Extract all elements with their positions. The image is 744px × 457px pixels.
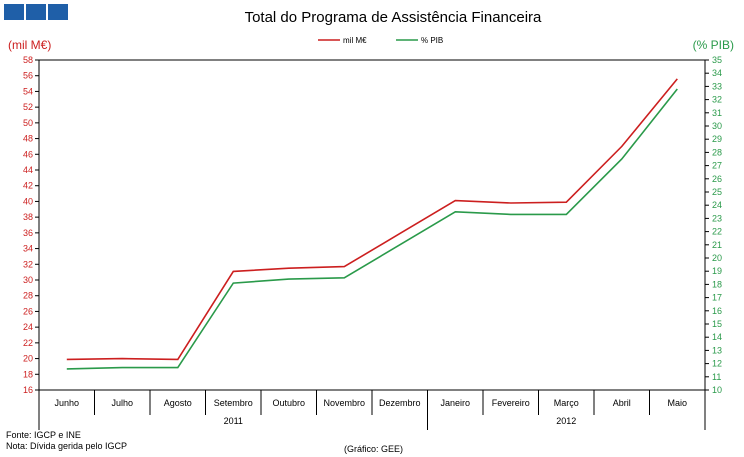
x-tick-label: Maio — [667, 398, 687, 408]
footer-note: Nota: Dívida gerida pelo IGCP — [6, 441, 128, 451]
right-axis-tick-label: 19 — [712, 266, 722, 276]
left-axis-tick-label: 32 — [23, 259, 33, 269]
right-axis-tick-label: 26 — [712, 174, 722, 184]
x-tick-label: Agosto — [164, 398, 192, 408]
x-tick-label: Fevereiro — [492, 398, 530, 408]
left-axis-tick-label: 20 — [23, 354, 33, 364]
right-axis-tick-label: 33 — [712, 81, 722, 91]
left-axis-tick-label: 56 — [23, 71, 33, 81]
left-axis-tick-label: 52 — [23, 102, 33, 112]
left-axis-tick-label: 50 — [23, 118, 33, 128]
right-axis-tick-label: 17 — [712, 293, 722, 303]
x-tick-label: Novembro — [323, 398, 365, 408]
series-line-pib — [66, 88, 678, 370]
x-tick-label: Abril — [613, 398, 631, 408]
right-axis-tick-label: 12 — [712, 359, 722, 369]
left-axis-tick-label: 44 — [23, 165, 33, 175]
series-line-mil-eur — [66, 78, 678, 361]
right-axis-tick-label: 24 — [712, 200, 722, 210]
left-axis-tick-label: 22 — [23, 338, 33, 348]
right-axis-tick-label: 23 — [712, 213, 722, 223]
left-axis-tick-label: 28 — [23, 291, 33, 301]
right-axis-tick-label: 30 — [712, 121, 722, 131]
right-axis-tick-label: 21 — [712, 240, 722, 250]
logo-block-2 — [26, 4, 46, 20]
left-axis-tick-label: 24 — [23, 322, 33, 332]
plot-frame — [38, 59, 706, 391]
left-axis-tick-label: 18 — [23, 369, 33, 379]
legend: mil M€ % PIB — [318, 36, 443, 45]
x-tick-label: Março — [554, 398, 579, 408]
x-tick-label: Junho — [54, 398, 79, 408]
footer-source: Fonte: IGCP e INE — [6, 430, 81, 440]
left-axis-tick-label: 46 — [23, 149, 33, 159]
right-axis-tick-label: 11 — [712, 372, 721, 382]
right-axis-tick-label: 34 — [712, 68, 722, 78]
left-axis-tick-label: 30 — [23, 275, 33, 285]
x-tick-label: Dezembro — [379, 398, 421, 408]
year-label: 2011 — [224, 416, 243, 426]
right-axis-tick-label: 28 — [712, 147, 722, 157]
right-axis-tick-label: 32 — [712, 95, 722, 105]
x-tick-label: Janeiro — [440, 398, 470, 408]
logo-block-1 — [4, 4, 24, 20]
right-axis-tick-label: 35 — [712, 55, 722, 65]
right-axis-tick-label: 16 — [712, 306, 722, 316]
left-axis-tick-label: 34 — [23, 244, 33, 254]
right-axis-tick-label: 15 — [712, 319, 722, 329]
legend-label-pib: % PIB — [421, 36, 443, 45]
right-axis-tick-label: 14 — [712, 332, 722, 342]
right-axis-tick-label: 29 — [712, 134, 722, 144]
right-axis-tick-label: 22 — [712, 227, 722, 237]
left-axis-tick-label: 48 — [23, 134, 33, 144]
legend-label-mil-eur: mil M€ — [343, 36, 367, 45]
left-axis-tick-label: 16 — [23, 385, 33, 395]
left-axis-tick-label: 58 — [23, 55, 33, 65]
right-axis-tick-label: 18 — [712, 279, 722, 289]
plot-area: 16 18 20 22 24 26 28 30 32 34 36 38 40 42 44 46 48 50 52 54… — [23, 55, 722, 430]
right-axis-tick-label: 13 — [712, 345, 722, 355]
left-axis-tick-label: 36 — [23, 228, 33, 238]
right-axis-tick-label: 25 — [712, 187, 722, 197]
x-tick-label: Outubro — [272, 398, 305, 408]
x-tick-label: Setembro — [214, 398, 253, 408]
left-axis-tick-label: 26 — [23, 306, 33, 316]
footer-credit: (Gráfico: GEE) — [344, 444, 404, 454]
right-axis-tick-label: 10 — [712, 385, 722, 395]
right-axis-label: (% PIB) — [693, 38, 734, 52]
chart-title: Total do Programa de Assistência Finance… — [245, 9, 542, 26]
left-axis-tick-label: 38 — [23, 212, 33, 222]
left-axis-tick-label: 40 — [23, 196, 33, 206]
left-axis-tick-label: 54 — [23, 86, 33, 96]
year-label: 2012 — [556, 416, 576, 426]
x-tick-label: Julho — [111, 398, 133, 408]
left-axis-tick-label: 42 — [23, 181, 33, 191]
logo-block-3 — [48, 4, 68, 20]
left-axis-label: (mil M€) — [8, 38, 51, 52]
right-axis-tick-label: 27 — [712, 161, 722, 171]
right-axis-tick-label: 31 — [712, 108, 722, 118]
right-axis-tick-label: 20 — [712, 253, 722, 263]
